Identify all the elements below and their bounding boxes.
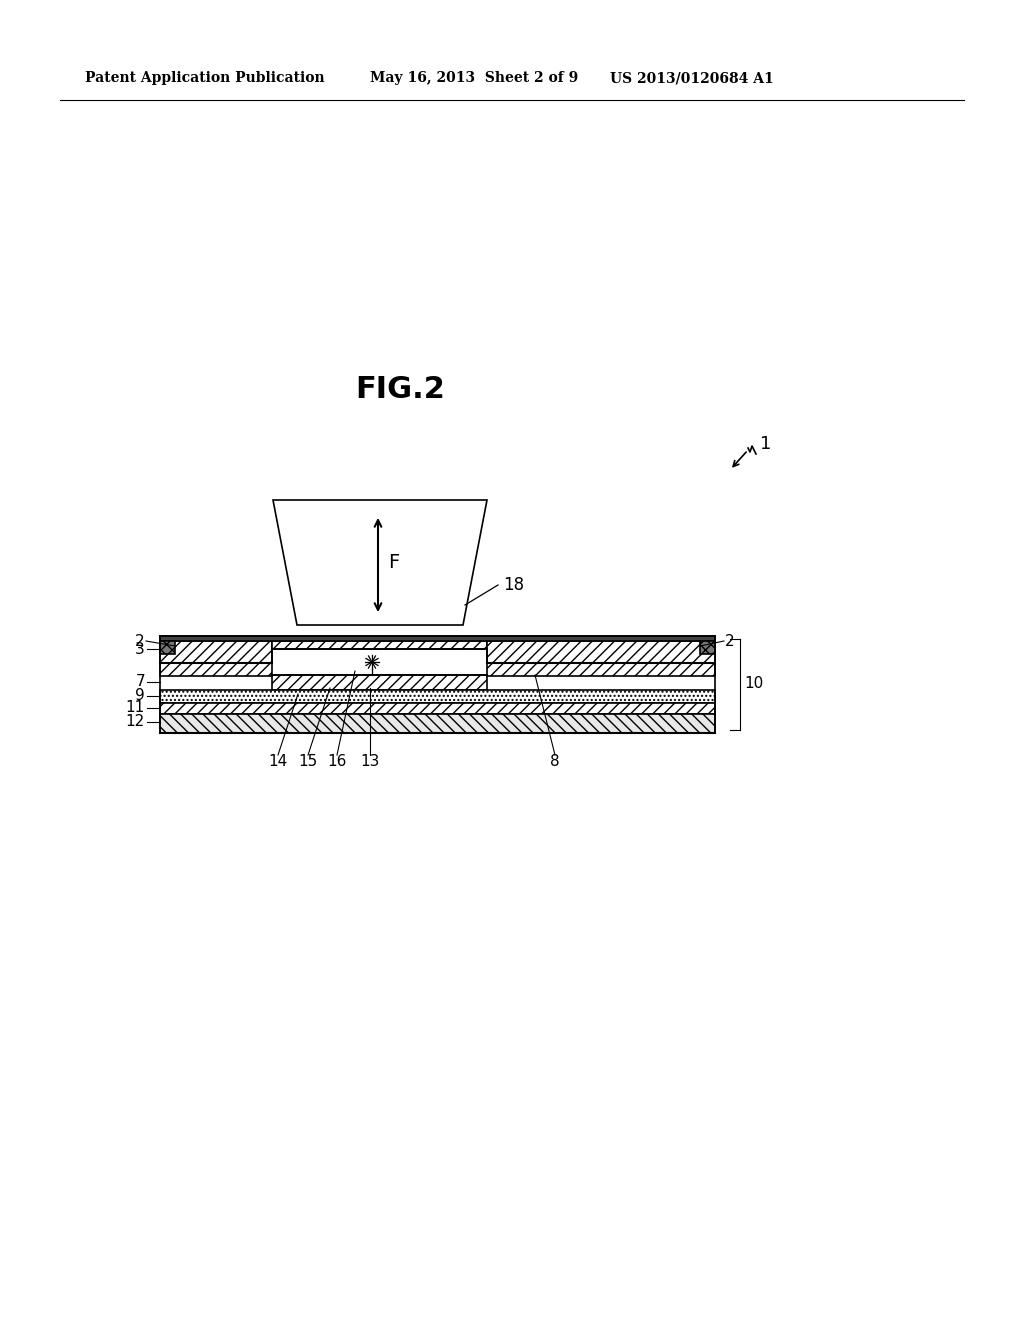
- Text: May 16, 2013  Sheet 2 of 9: May 16, 2013 Sheet 2 of 9: [370, 71, 579, 84]
- Bar: [272, 642, 487, 649]
- Bar: [700, 642, 715, 653]
- Text: 11: 11: [126, 701, 145, 715]
- Text: Patent Application Publication: Patent Application Publication: [85, 71, 325, 84]
- Text: 13: 13: [360, 754, 380, 768]
- Text: 1: 1: [760, 436, 771, 453]
- Bar: [487, 663, 715, 676]
- Text: 2: 2: [725, 634, 734, 648]
- Text: FIG.2: FIG.2: [355, 375, 445, 404]
- Text: 16: 16: [328, 754, 347, 768]
- Text: 3: 3: [135, 642, 145, 656]
- Text: 12: 12: [126, 714, 145, 730]
- Text: 15: 15: [298, 754, 317, 768]
- Text: US 2013/0120684 A1: US 2013/0120684 A1: [610, 71, 774, 84]
- Bar: [160, 636, 715, 642]
- Bar: [160, 663, 272, 676]
- Text: 18: 18: [503, 576, 524, 594]
- Text: 2: 2: [135, 634, 145, 648]
- Text: 9: 9: [135, 689, 145, 704]
- Text: 7: 7: [135, 675, 145, 689]
- Text: 14: 14: [268, 754, 288, 768]
- Bar: [160, 642, 272, 663]
- Polygon shape: [273, 500, 487, 624]
- Bar: [160, 704, 715, 714]
- Bar: [160, 642, 175, 653]
- Bar: [160, 690, 715, 704]
- Bar: [487, 642, 715, 663]
- Text: F: F: [388, 553, 399, 572]
- Text: 10: 10: [744, 676, 763, 692]
- Bar: [160, 714, 715, 733]
- Text: 8: 8: [550, 754, 560, 768]
- Bar: [272, 675, 487, 690]
